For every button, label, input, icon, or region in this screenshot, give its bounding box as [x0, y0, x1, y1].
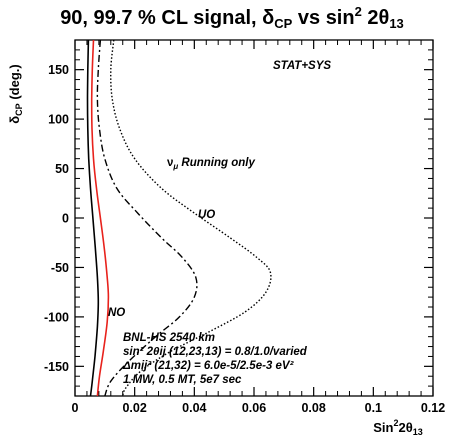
title-part-3: 2θ: [362, 7, 390, 29]
x-tick-label: 0.06: [242, 401, 266, 415]
title-part: 90, 99.7 % CL signal, δ: [60, 7, 274, 29]
y-tick-label: 100: [48, 113, 69, 127]
info-line-3: Δmij² (21,32) = 6.0e-5/2.5e-3 eV²: [122, 360, 295, 372]
y-axis-label: δCP (deg.): [7, 64, 24, 123]
running-only-text: Running only: [178, 157, 255, 169]
series-layer: [86, 39, 272, 397]
y-tick-label: 50: [55, 162, 69, 176]
info-line-4: 1 MW, 0.5 MT, 5e7 sec: [123, 374, 242, 386]
y-axis-ticks: 150 100 50 0 -50 -100 -150: [44, 49, 433, 387]
series-line-3: [96, 39, 198, 397]
series-line-4: [110, 39, 272, 397]
y-tick-label: -100: [44, 310, 69, 324]
x-axis-label: Sin22θ13: [373, 418, 423, 437]
ylabel-main: δ: [7, 116, 22, 124]
chart-title: 90, 99.7 % CL signal, δCP vs sin2 2θ13: [60, 4, 404, 31]
annotation-no: NO: [108, 307, 125, 319]
annotation-uo: UO: [198, 209, 215, 221]
info-line-1: BNL-HS 2540 km: [123, 332, 215, 344]
x-tick-label: 0.12: [421, 401, 445, 415]
x-tick-label: 0: [72, 401, 79, 415]
xlabel-main: Sin: [373, 420, 393, 435]
annotation-running-only: νμ Running only: [167, 157, 255, 171]
x-tick-label: 0.02: [122, 401, 146, 415]
x-tick-label: 0.04: [182, 401, 206, 415]
title-sub-2: 13: [389, 16, 403, 31]
xlabel-sup: 2: [393, 418, 398, 428]
nu-sub: μ: [172, 162, 178, 171]
x-tick-label: 0.1: [365, 401, 382, 415]
ylabel-rest: (deg.): [7, 64, 22, 103]
nu-symbol: ν: [167, 157, 173, 169]
ylabel-sub: CP: [14, 103, 24, 116]
title-sup: 2: [355, 4, 362, 19]
y-tick-label: -50: [51, 261, 69, 275]
xlabel-rest: 2θ: [398, 420, 412, 435]
x-tick-label: 0.08: [301, 401, 325, 415]
x-axis-ticks: 0 0.02 0.04 0.06 0.08 0.1 0.12: [72, 40, 445, 415]
title-part-2: vs sin: [292, 7, 354, 29]
series-line-1: [86, 39, 100, 397]
series-line-2: [90, 39, 110, 397]
annotation-stat-sys: STAT+SYS: [273, 60, 331, 72]
info-line-2: sin² 2θij (12,23,13) = 0.8/1.0/varied: [123, 346, 308, 358]
y-tick-label: 150: [48, 63, 69, 77]
y-tick-label: 0: [62, 212, 69, 226]
title-sub: CP: [274, 16, 292, 31]
y-tick-label: -150: [44, 360, 69, 374]
xlabel-sub: 13: [413, 427, 423, 437]
